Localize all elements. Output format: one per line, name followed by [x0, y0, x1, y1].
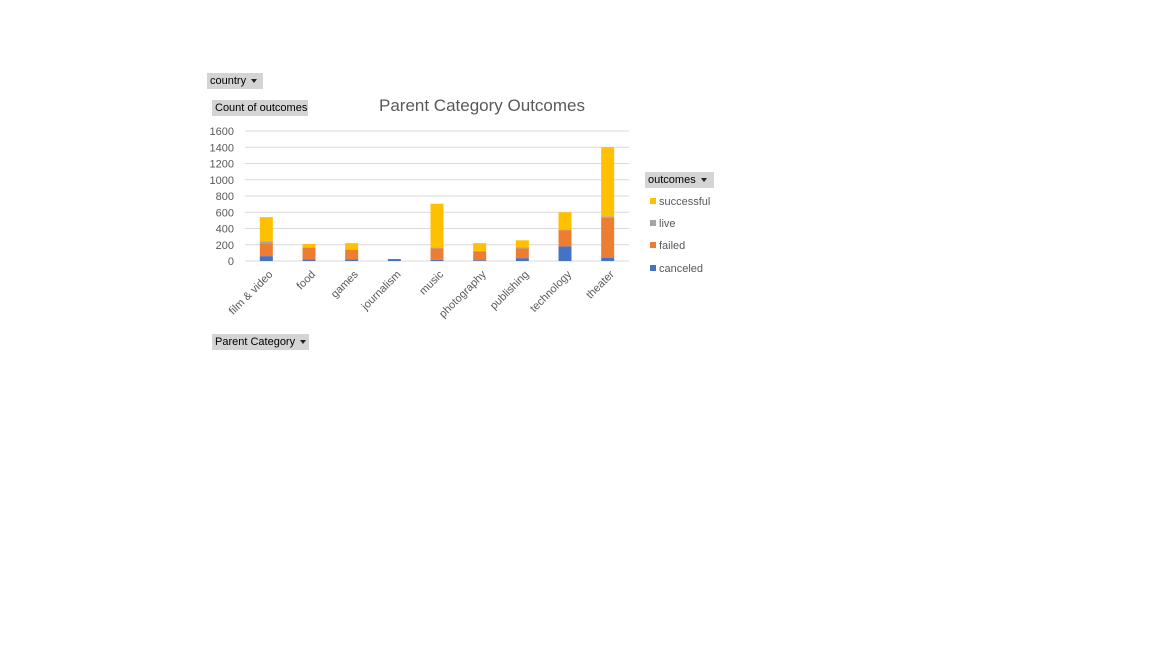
- y-tick-label: 1400: [210, 142, 234, 154]
- bar-failed[interactable]: [515, 248, 529, 259]
- bar-failed[interactable]: [302, 248, 316, 260]
- y-tick-label: 600: [216, 207, 234, 219]
- country-filter-label: country: [210, 75, 247, 87]
- y-tick-label: 1600: [210, 126, 234, 138]
- legend-swatch-live: [650, 220, 656, 226]
- value-field-button[interactable]: Count of outcomes: [212, 100, 308, 116]
- bar-live[interactable]: [558, 229, 572, 231]
- bar-canceled[interactable]: [601, 257, 615, 261]
- bar-canceled[interactable]: [302, 259, 316, 261]
- legend-label-live: live: [659, 218, 676, 230]
- bar-canceled[interactable]: [387, 259, 401, 261]
- bar-live[interactable]: [302, 247, 316, 248]
- y-tick-label: 1000: [210, 175, 234, 187]
- chart-title: Parent Category Outcomes: [379, 96, 585, 115]
- value-field-label: Count of outcomes: [215, 102, 308, 114]
- legend-label-canceled: canceled: [659, 263, 703, 275]
- parent-category-filter-label: Parent Category: [215, 336, 296, 348]
- bar-canceled[interactable]: [345, 259, 359, 261]
- category-label: theater: [584, 268, 617, 301]
- category-label: film & video: [227, 269, 276, 318]
- bar-successful[interactable]: [345, 243, 359, 250]
- category-label: music: [417, 268, 446, 297]
- y-tick-label: 1200: [210, 159, 234, 171]
- bar-live[interactable]: [259, 241, 273, 244]
- legend-label-successful: successful: [659, 196, 710, 208]
- bar-failed[interactable]: [601, 217, 615, 258]
- outcomes-filter-label: outcomes: [648, 174, 696, 186]
- bar-canceled[interactable]: [515, 258, 529, 261]
- bar-failed[interactable]: [473, 251, 487, 261]
- country-filter-button[interactable]: country: [207, 73, 263, 89]
- bar-live[interactable]: [430, 247, 444, 249]
- y-tick-label: 800: [216, 191, 234, 203]
- legend-swatch-canceled: [650, 265, 656, 271]
- bar-failed[interactable]: [259, 243, 273, 257]
- category-label: technology: [528, 268, 574, 314]
- bar-successful[interactable]: [430, 203, 444, 248]
- bar-live[interactable]: [601, 216, 615, 218]
- category-label: journalism: [359, 269, 404, 314]
- bar-failed[interactable]: [345, 249, 359, 260]
- category-label: publishing: [488, 269, 532, 313]
- bar-successful[interactable]: [558, 212, 572, 230]
- dropdown-arrow-icon: [700, 178, 707, 182]
- bar-canceled[interactable]: [430, 259, 444, 261]
- y-tick-label: 200: [216, 240, 234, 252]
- bar-live[interactable]: [515, 247, 529, 249]
- dropdown-arrow-icon: [300, 340, 307, 344]
- legend-swatch-successful: [650, 198, 656, 204]
- bar-successful[interactable]: [473, 243, 487, 251]
- bar-successful[interactable]: [259, 217, 273, 242]
- y-tick-label: 0: [228, 256, 234, 268]
- legend-label-failed: failed: [659, 240, 685, 252]
- dropdown-arrow-icon: [251, 79, 258, 83]
- bar-successful[interactable]: [601, 147, 615, 217]
- outcomes-filter-button[interactable]: outcomes: [645, 172, 714, 188]
- y-tick-label: 400: [216, 224, 234, 236]
- category-label: games: [329, 268, 361, 300]
- bar-successful[interactable]: [515, 240, 529, 248]
- bar-canceled[interactable]: [558, 246, 572, 261]
- legend-swatch-failed: [650, 242, 656, 248]
- bar-failed[interactable]: [558, 230, 572, 247]
- category-label: food: [294, 269, 318, 293]
- bar-canceled[interactable]: [259, 256, 273, 261]
- bar-successful[interactable]: [302, 243, 316, 248]
- parent-category-filter-button[interactable]: Parent Category: [212, 334, 309, 350]
- bar-canceled[interactable]: [473, 260, 487, 261]
- bar-failed[interactable]: [430, 248, 444, 260]
